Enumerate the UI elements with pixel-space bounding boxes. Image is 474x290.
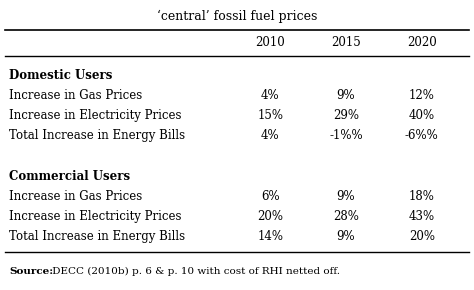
Text: 43%: 43% — [409, 210, 435, 223]
Text: ‘central’ fossil fuel prices: ‘central’ fossil fuel prices — [157, 10, 317, 23]
Text: -6%%: -6%% — [405, 129, 439, 142]
Text: 28%: 28% — [333, 210, 359, 223]
Text: 12%: 12% — [409, 89, 435, 102]
Text: 9%: 9% — [337, 230, 356, 243]
Text: 20%: 20% — [409, 230, 435, 243]
Text: 14%: 14% — [257, 230, 283, 243]
Text: Total Increase in Energy Bills: Total Increase in Energy Bills — [9, 129, 186, 142]
Text: DECC (2010b) p. 6 & p. 10 with cost of RHI netted off.: DECC (2010b) p. 6 & p. 10 with cost of R… — [49, 267, 340, 276]
Text: Increase in Electricity Prices: Increase in Electricity Prices — [9, 210, 182, 223]
Text: Increase in Gas Prices: Increase in Gas Prices — [9, 89, 143, 102]
Text: Total Increase in Energy Bills: Total Increase in Energy Bills — [9, 230, 186, 243]
Text: Increase in Electricity Prices: Increase in Electricity Prices — [9, 109, 182, 122]
Text: Source:: Source: — [9, 267, 54, 276]
Text: 6%: 6% — [261, 190, 280, 203]
Text: 9%: 9% — [337, 89, 356, 102]
Text: Increase in Gas Prices: Increase in Gas Prices — [9, 190, 143, 203]
Text: -1%%: -1%% — [329, 129, 363, 142]
Text: 20%: 20% — [257, 210, 283, 223]
Text: Domestic Users: Domestic Users — [9, 69, 113, 82]
Text: 4%: 4% — [261, 129, 280, 142]
Text: 4%: 4% — [261, 89, 280, 102]
Text: 40%: 40% — [409, 109, 435, 122]
Text: 29%: 29% — [333, 109, 359, 122]
Text: 18%: 18% — [409, 190, 435, 203]
Text: 2015: 2015 — [331, 37, 361, 49]
Text: 2020: 2020 — [407, 37, 437, 49]
Text: 2010: 2010 — [255, 37, 285, 49]
Text: 9%: 9% — [337, 190, 356, 203]
Text: Commercial Users: Commercial Users — [9, 170, 131, 182]
Text: 15%: 15% — [257, 109, 283, 122]
